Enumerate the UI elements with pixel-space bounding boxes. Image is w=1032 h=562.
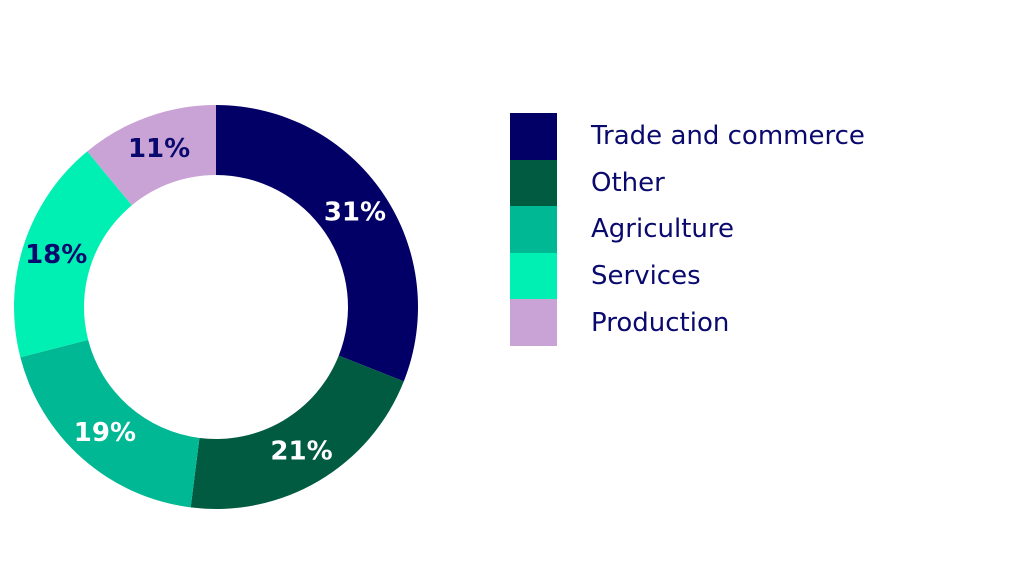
slice-label-services: 18% xyxy=(25,240,87,270)
legend-item-trade-and-commerce: Trade and commerce xyxy=(510,113,865,160)
legend-label: Services xyxy=(591,261,701,292)
slice-label-agriculture: 19% xyxy=(74,418,136,448)
legend-label: Production xyxy=(591,307,730,338)
legend-label: Trade and commerce xyxy=(591,121,865,152)
legend: Trade and commerce Other Agriculture Ser… xyxy=(510,113,865,346)
legend-swatch xyxy=(510,206,557,253)
legend-item-services: Services xyxy=(510,252,865,300)
legend-item-production: Production xyxy=(510,299,865,346)
slice-trade-and-commerce xyxy=(216,105,418,382)
legend-swatch xyxy=(510,113,557,160)
legend-label: Agriculture xyxy=(591,214,734,245)
slice-label-production: 11% xyxy=(128,134,190,164)
legend-swatch xyxy=(510,299,557,346)
donut-slices xyxy=(14,105,418,509)
slice-label-trade-and-commerce: 31% xyxy=(324,198,386,228)
slice-production xyxy=(87,105,216,206)
legend-swatch xyxy=(510,252,557,300)
slice-other xyxy=(190,355,404,509)
donut-slice-labels: 31% 21% 19% 18% 11% xyxy=(25,134,386,467)
legend-swatch xyxy=(510,159,557,207)
legend-label: Other xyxy=(591,167,665,198)
slice-label-other: 21% xyxy=(270,437,332,467)
slice-services xyxy=(14,151,132,358)
slice-agriculture xyxy=(20,339,200,508)
legend-item-other: Other xyxy=(510,159,865,207)
legend-item-agriculture: Agriculture xyxy=(510,206,865,253)
